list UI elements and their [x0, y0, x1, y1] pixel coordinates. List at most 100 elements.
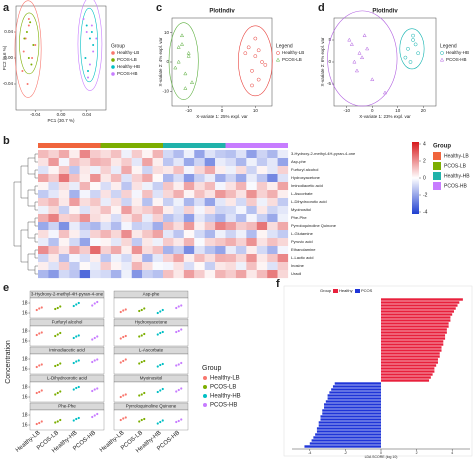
point [382, 90, 388, 95]
point [34, 44, 37, 46]
heat-cell [277, 262, 289, 271]
heat-cell [152, 262, 164, 271]
point [256, 77, 261, 82]
bar [381, 334, 446, 337]
heat-cell [152, 182, 164, 191]
heat-cell [194, 230, 205, 239]
legend-marker [439, 57, 445, 62]
heat-cell [38, 198, 49, 207]
heat-cell [246, 254, 257, 263]
point [38, 307, 41, 310]
bar [325, 400, 381, 403]
x-tick-label: 0.00 [57, 112, 66, 117]
heat-cell [48, 190, 59, 199]
bar [381, 328, 447, 331]
bar [327, 394, 381, 397]
heat-cell [225, 182, 237, 191]
heat-cell [183, 246, 195, 255]
heat-cell [183, 190, 195, 199]
point [250, 83, 254, 88]
heat-cell [204, 262, 216, 271]
point [26, 83, 29, 85]
heat-cell [204, 206, 216, 215]
row-label: L-Lactic acid [291, 255, 313, 260]
legend-swatch [433, 152, 441, 160]
point [119, 418, 122, 422]
legend-marker [111, 72, 115, 76]
heat-cell [90, 150, 101, 159]
heat-cell [225, 222, 237, 231]
bar [381, 331, 447, 334]
row-label: Inosine [291, 263, 305, 268]
heat-cell [246, 262, 257, 271]
bar [381, 358, 438, 361]
heat-cell [204, 214, 216, 223]
heat-cell [58, 182, 70, 191]
heat-cell [79, 174, 91, 183]
y-tick-label: 18 [22, 412, 28, 418]
bar [316, 427, 381, 430]
y-axis-label: PC2 (9.6 %) [2, 45, 7, 70]
heat-cell [48, 246, 59, 255]
heat-cell [38, 246, 49, 255]
color-key [412, 142, 419, 214]
heat-cell [48, 222, 59, 231]
bar [316, 430, 381, 433]
facet-panel [29, 409, 105, 431]
heat-cell [58, 238, 70, 247]
heat-cell [38, 222, 49, 231]
heat-cell [58, 150, 70, 159]
heat-cell [90, 254, 101, 263]
point [161, 362, 164, 366]
heat-cell [246, 238, 257, 247]
point [161, 387, 164, 391]
point [91, 389, 94, 393]
bar [309, 442, 381, 445]
heat-cell [215, 150, 226, 159]
panel-label: d [318, 2, 325, 14]
legend-label: PCOS-HB [117, 71, 138, 76]
legend-marker [276, 51, 280, 55]
point [411, 38, 415, 42]
heat-cell [163, 150, 174, 159]
heat-cell [256, 174, 268, 183]
point [35, 422, 38, 426]
point [27, 57, 30, 59]
legend-label: Healthy-HB [210, 394, 241, 400]
heat-cell [267, 206, 278, 215]
point [186, 53, 191, 58]
bar [381, 307, 456, 310]
point [408, 60, 413, 64]
point [90, 24, 93, 27]
heat-cell [246, 270, 257, 279]
point [75, 386, 78, 390]
point [122, 359, 125, 363]
heat-cell [131, 238, 143, 247]
heat-cell [277, 174, 289, 183]
heat-cell [131, 270, 143, 279]
group-bar [225, 143, 288, 148]
heat-cell [204, 190, 216, 199]
heat-cell [225, 230, 237, 239]
point [87, 76, 89, 79]
heat-cell [235, 222, 247, 231]
heat-cell [215, 238, 226, 247]
point [93, 388, 96, 391]
point [138, 309, 141, 313]
heat-cell [267, 190, 278, 199]
heat-cell [163, 158, 174, 167]
heat-cell [225, 190, 237, 199]
heat-cell [79, 238, 91, 247]
point [156, 390, 159, 394]
heat-cell [131, 230, 143, 239]
bar [381, 361, 438, 364]
plot-frame [283, 285, 473, 457]
point [140, 334, 143, 337]
heat-cell [90, 182, 101, 191]
heat-cell [58, 190, 70, 199]
bar [381, 379, 430, 382]
heat-cell [204, 150, 216, 159]
heat-cell [215, 190, 226, 199]
point [93, 336, 96, 340]
y-tick-label: 10 [164, 30, 170, 35]
